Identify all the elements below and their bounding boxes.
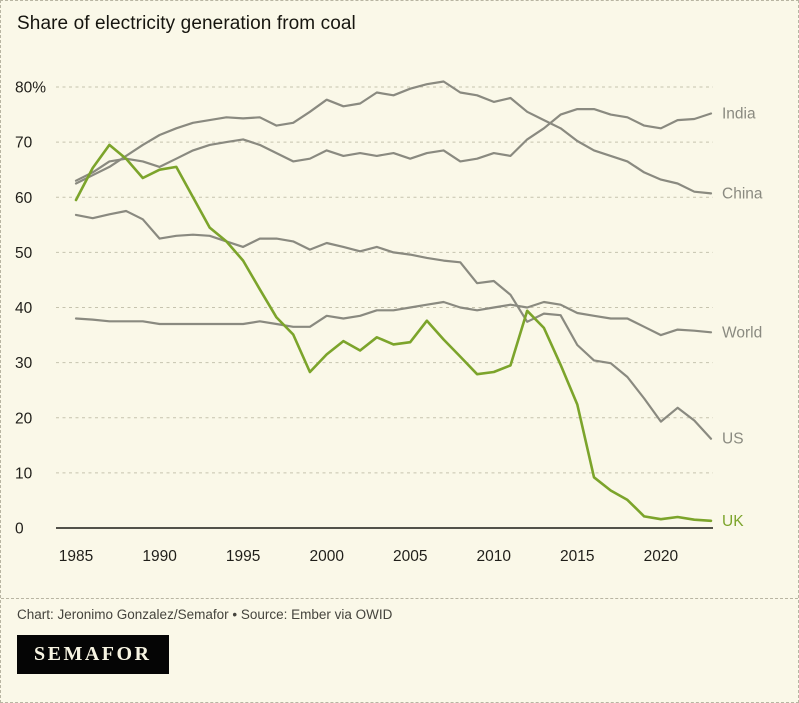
y-tick-label: 20 [15, 410, 33, 427]
y-tick-label: 60 [15, 190, 33, 207]
series-label-uk: UK [722, 513, 744, 530]
y-tick-label: 70 [15, 135, 33, 152]
semafor-logo: SEMAFOR [17, 635, 169, 674]
y-tick-label: 0 [15, 521, 24, 538]
semafor-wordmark: SEMAFOR [34, 643, 152, 665]
y-tick-label: 40 [15, 300, 33, 317]
footer-divider [1, 598, 798, 599]
y-tick-label: 10 [15, 465, 33, 482]
x-tick-label: 1995 [226, 548, 260, 565]
x-tick-label: 2020 [644, 548, 679, 565]
series-label-india: India [722, 106, 756, 123]
x-tick-label: 2015 [560, 548, 594, 565]
series-line-us [74, 209, 713, 440]
x-tick-label: 1990 [142, 548, 177, 565]
chart-title: Share of electricity generation from coa… [17, 13, 356, 34]
series-line-china [74, 80, 713, 195]
series-line-world [74, 300, 713, 337]
series-label-world: World [722, 324, 762, 341]
y-tick-label: 80% [15, 80, 46, 97]
chart-credit: Chart: Jeronimo Gonzalez/Semafor • Sourc… [17, 607, 393, 622]
line-chart: 0 10 20 30 40 50 60 70 80% 1985 1990 1995 2000 2005 20… [15, 80, 763, 566]
series-label-us: US [722, 431, 744, 448]
series-label-china: China [722, 185, 763, 202]
series-line-india [74, 107, 713, 182]
x-tick-label: 2010 [477, 548, 512, 565]
y-tick-label: 30 [15, 355, 33, 372]
x-tick-label: 1985 [59, 548, 93, 565]
x-tick-label: 2005 [393, 548, 427, 565]
y-tick-label: 50 [15, 245, 33, 262]
series-line-uk [74, 143, 713, 523]
x-tick-label: 2000 [309, 548, 344, 565]
